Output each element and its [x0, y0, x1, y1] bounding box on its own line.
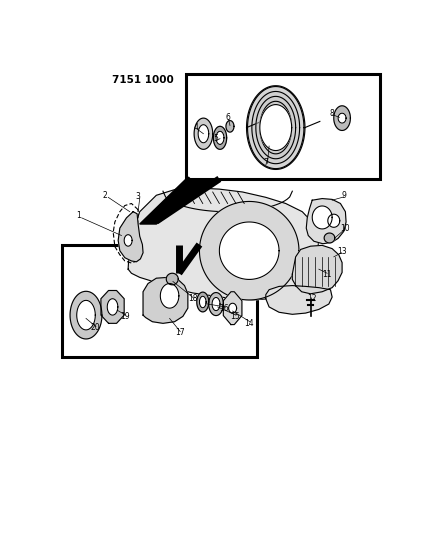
Text: 2: 2: [103, 191, 107, 200]
Polygon shape: [223, 292, 242, 325]
Text: 15: 15: [230, 312, 240, 321]
Polygon shape: [197, 292, 209, 312]
Polygon shape: [229, 303, 237, 313]
Polygon shape: [118, 212, 143, 262]
Polygon shape: [306, 199, 346, 244]
Polygon shape: [226, 120, 234, 132]
Polygon shape: [220, 222, 279, 279]
Text: 16: 16: [220, 304, 229, 313]
Polygon shape: [128, 188, 319, 300]
Polygon shape: [143, 277, 188, 324]
Polygon shape: [212, 297, 220, 311]
Polygon shape: [266, 286, 332, 314]
Text: 17: 17: [175, 328, 184, 337]
Text: 5: 5: [214, 134, 218, 143]
Bar: [186, 74, 380, 179]
Text: 18: 18: [188, 294, 198, 303]
Polygon shape: [70, 292, 102, 339]
Polygon shape: [160, 284, 179, 308]
Polygon shape: [107, 298, 118, 315]
Polygon shape: [312, 206, 332, 229]
Polygon shape: [166, 273, 178, 285]
Text: 11: 11: [322, 270, 332, 279]
Polygon shape: [292, 245, 342, 294]
Polygon shape: [194, 118, 213, 149]
Polygon shape: [214, 126, 227, 149]
Text: 19: 19: [120, 312, 130, 321]
Text: 12: 12: [307, 294, 317, 303]
Text: 7151 1000: 7151 1000: [112, 76, 173, 85]
Polygon shape: [338, 113, 346, 123]
Polygon shape: [199, 296, 206, 308]
Text: 3: 3: [136, 191, 140, 200]
Polygon shape: [334, 106, 351, 131]
Text: 1: 1: [76, 211, 81, 220]
Polygon shape: [140, 179, 219, 224]
Text: 10: 10: [341, 224, 350, 232]
Text: 20: 20: [90, 323, 100, 332]
Polygon shape: [216, 131, 224, 144]
Text: 6: 6: [225, 113, 230, 122]
Polygon shape: [252, 92, 300, 164]
Polygon shape: [324, 233, 335, 243]
Text: 7: 7: [263, 158, 268, 167]
Text: 14: 14: [244, 319, 254, 328]
Polygon shape: [328, 214, 340, 227]
Text: 4: 4: [194, 123, 199, 132]
Polygon shape: [247, 86, 304, 168]
Polygon shape: [101, 290, 124, 324]
Polygon shape: [247, 86, 305, 169]
Polygon shape: [260, 104, 291, 150]
Bar: [62, 245, 258, 358]
Text: 9: 9: [341, 191, 346, 200]
Text: 8: 8: [330, 109, 335, 118]
Polygon shape: [124, 235, 132, 246]
Polygon shape: [260, 101, 291, 154]
Polygon shape: [77, 301, 95, 330]
Polygon shape: [199, 201, 299, 300]
Text: 13: 13: [337, 247, 347, 256]
Polygon shape: [198, 125, 209, 143]
Polygon shape: [209, 293, 223, 316]
Polygon shape: [256, 96, 296, 159]
